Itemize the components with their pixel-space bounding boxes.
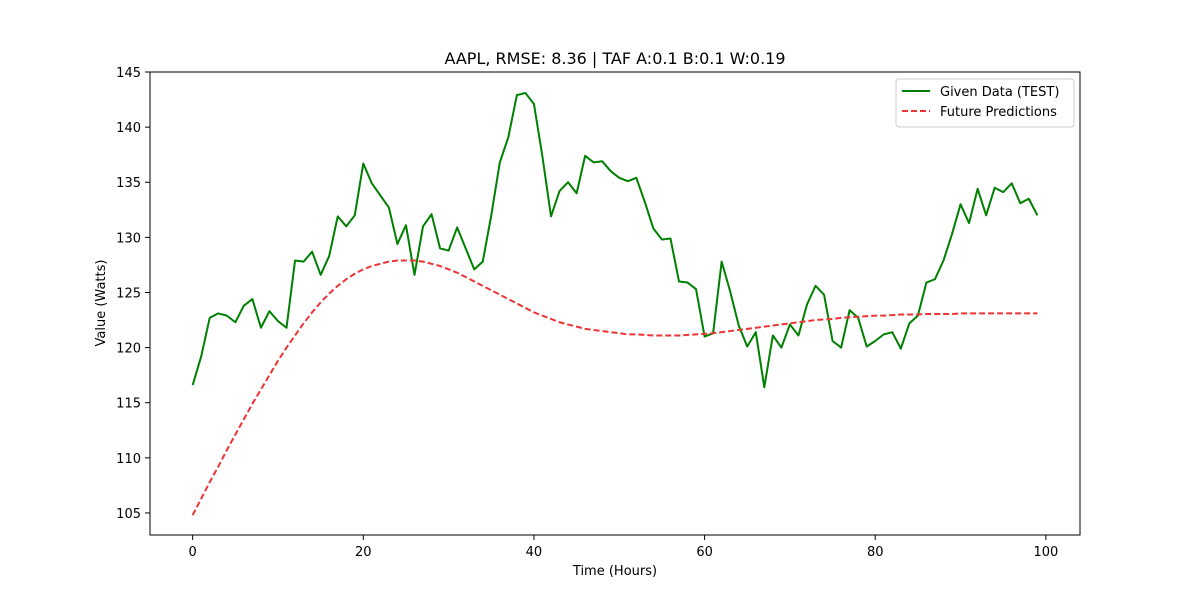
plot-area — [191, 91, 1039, 516]
legend: Given Data (TEST) Future Predictions — [895, 78, 1075, 128]
y-axis-label: Value (Watts) — [94, 260, 109, 347]
y-tick-label: 110 — [116, 452, 141, 467]
y-tick-label: 115 — [116, 397, 141, 412]
y-tick-label: 140 — [116, 121, 141, 136]
future-predictions-line — [191, 259, 1038, 516]
x-axis-label: Time (Hours) — [572, 564, 657, 579]
legend-label-future-predictions: Future Predictions — [940, 105, 1057, 120]
x-tick-label: 0 — [189, 545, 197, 560]
legend-box — [895, 78, 1075, 128]
x-tick-label: 80 — [867, 545, 884, 560]
y-tick-label: 125 — [116, 286, 141, 301]
x-tick-label: 20 — [355, 545, 372, 560]
x-tick-label: 40 — [526, 545, 543, 560]
y-tick-label: 145 — [116, 66, 141, 81]
y-tick-label: 130 — [116, 231, 141, 246]
y-tick-label: 135 — [116, 176, 141, 191]
y-tick-label: 105 — [116, 507, 141, 522]
plot-frame — [149, 71, 1081, 536]
y-tick-label: 120 — [116, 342, 141, 357]
legend-label-given-data: Given Data (TEST) — [940, 85, 1059, 100]
x-tick-label: 100 — [1033, 545, 1058, 560]
y-axis: 105 110 115 120 125 130 135 140 145 — [116, 66, 150, 522]
x-axis: 0 20 40 60 80 100 — [189, 535, 1058, 560]
x-tick-label: 60 — [696, 545, 713, 560]
given-data-line — [191, 91, 1039, 389]
chart-title: AAPL, RMSE: 8.36 | TAF A:0.1 B:0.1 W:0.1… — [444, 49, 785, 68]
